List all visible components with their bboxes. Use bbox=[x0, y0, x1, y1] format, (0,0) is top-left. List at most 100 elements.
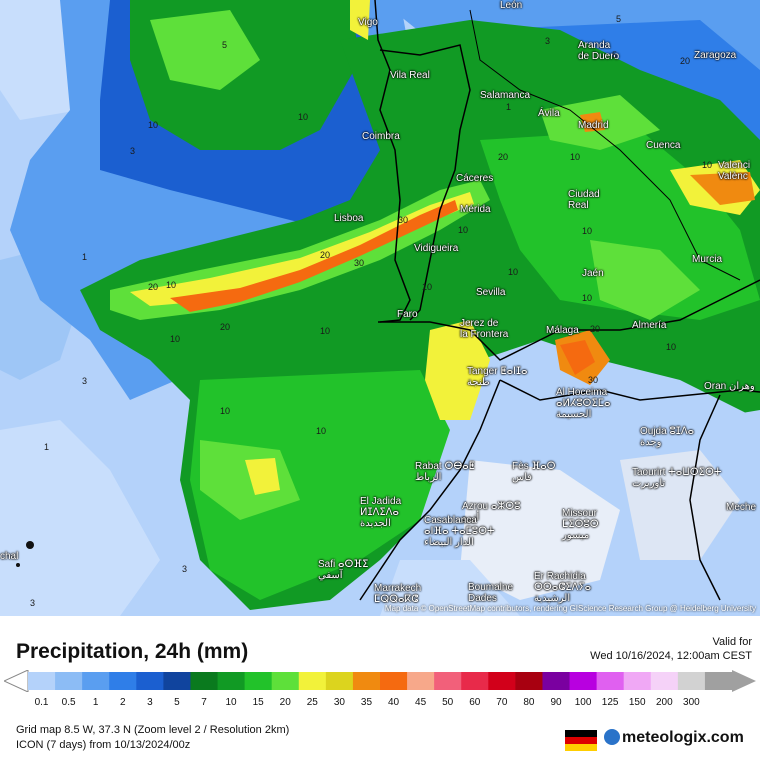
map-attribution: Map data © OpenStreetMap contributors, r… bbox=[384, 604, 756, 613]
contour-label: 20 bbox=[590, 324, 601, 334]
contour-label: 10 bbox=[422, 282, 433, 292]
scale-tick-label: 35 bbox=[360, 697, 373, 708]
grid-info: Grid map 8.5 W, 37.3 N (Zoom level 2 / R… bbox=[16, 724, 290, 736]
scale-swatch bbox=[82, 672, 110, 690]
city-fes: Fès ⴼⴰⵙ فاس bbox=[512, 461, 556, 483]
scale-swatch bbox=[677, 672, 706, 690]
city-ciudad-real: Ciudad Real bbox=[568, 189, 600, 211]
city-taourirt: Taourirt ⵜⴰⵡⵔⵉⵔⵜ تاوريرت bbox=[632, 467, 722, 489]
scale-tick-label: 60 bbox=[469, 697, 481, 708]
scale-tick-label: 15 bbox=[252, 697, 264, 708]
city-zaragoza: Zaragoza bbox=[694, 50, 737, 61]
contour-label: 30 bbox=[354, 258, 365, 268]
city-vigo: Vigo bbox=[358, 17, 378, 28]
scale-tick-label: 30 bbox=[333, 697, 345, 708]
city-vila-real: Vila Real bbox=[390, 70, 430, 81]
contour-label: 20 bbox=[498, 152, 509, 162]
color-scale-ticks: 0.1 0.5 1 2 3 5 7 10 15 20 25 30 35 40 45 50 60 70 80 90 100… bbox=[0, 697, 760, 711]
scale-swatch bbox=[569, 672, 598, 690]
contour-label: 30 bbox=[588, 375, 599, 385]
city-marrakech: Marrakech ⵎⵕⵕⴰⴽⵛ bbox=[374, 583, 422, 605]
contour-label: 10 bbox=[570, 152, 581, 162]
scale-tick-label: 90 bbox=[550, 697, 562, 708]
scale-swatch bbox=[28, 672, 56, 690]
city-chal: chal bbox=[0, 551, 19, 562]
scale-swatch bbox=[704, 672, 733, 690]
city-vidigueira: Vidigueira bbox=[414, 243, 459, 254]
scale-arrow-left bbox=[4, 670, 29, 692]
scale-swatch bbox=[515, 672, 543, 690]
model-info: ICON (7 days) from 10/13/2024/00z bbox=[16, 739, 191, 751]
contour-label: 10 bbox=[320, 326, 331, 336]
city-murcia: Murcia bbox=[692, 254, 723, 265]
contour-label: 1 bbox=[506, 102, 512, 112]
city-madrid: Madrid bbox=[578, 120, 609, 131]
scale-tick-label: 150 bbox=[628, 697, 646, 708]
scale-tick-label: 80 bbox=[523, 697, 535, 708]
city-meche: Meche bbox=[726, 502, 757, 513]
contour-label: 10 bbox=[582, 293, 593, 303]
city-valencia: Valenci Valènc bbox=[718, 160, 751, 182]
city-malaga: Málaga bbox=[546, 325, 579, 336]
city-lisboa: Lisboa bbox=[334, 213, 364, 224]
scale-swatch bbox=[434, 672, 462, 690]
contour-label: 3 bbox=[545, 36, 551, 46]
legend-title: Precipitation, 24h (mm) bbox=[16, 640, 249, 663]
scale-tick-label: 2 bbox=[119, 697, 126, 708]
city-caceres: Cáceres bbox=[456, 173, 494, 184]
city-sevilla: Sevilla bbox=[476, 287, 506, 298]
contour-label: 5 bbox=[222, 40, 228, 50]
scale-swatch bbox=[109, 672, 137, 690]
city-salamanca: Salamanca bbox=[480, 90, 531, 101]
scale-swatch bbox=[298, 672, 327, 690]
city-al-hoceima: Al Hoceima ⴰⵍⵃⵓⵙⵉⵎⴰ الحسيمة bbox=[556, 387, 611, 420]
scale-swatch bbox=[461, 672, 489, 690]
scale-swatch bbox=[488, 672, 516, 690]
contour-label: 10 bbox=[170, 334, 181, 344]
contour-label: 20 bbox=[680, 56, 691, 66]
map-field bbox=[0, 0, 760, 616]
city-el-jadida: El Jadida ⵍⵊⴷⵉⴷⴰ الجديدة bbox=[360, 496, 402, 529]
scale-swatch bbox=[163, 672, 191, 690]
contour-label: 10 bbox=[316, 426, 327, 436]
scale-tick-label: 300 bbox=[683, 697, 700, 708]
scale-tick-label: 45 bbox=[415, 697, 427, 708]
contour-label: 3 bbox=[182, 564, 188, 574]
scale-swatch bbox=[650, 672, 679, 690]
brand-name: meteologix.com bbox=[622, 729, 744, 746]
scale-swatch bbox=[596, 672, 625, 690]
contour-label: 20 bbox=[148, 282, 159, 292]
scale-tick-label: 100 bbox=[574, 697, 592, 708]
contour-label: 10 bbox=[458, 225, 469, 235]
scale-swatch bbox=[380, 672, 408, 690]
scale-swatch bbox=[244, 672, 273, 690]
contour-label: 5 bbox=[612, 50, 618, 60]
city-jerez: Jerez de la Frontera bbox=[460, 318, 509, 340]
scale-swatch bbox=[325, 672, 354, 690]
scale-tick-label: 7 bbox=[201, 697, 207, 708]
contour-label: 3 bbox=[130, 146, 136, 156]
contour-label: 10 bbox=[166, 280, 177, 290]
precipitation-map[interactable]: León Vigo Aranda de Duero Zaragoza Vila … bbox=[0, 0, 760, 616]
contour-label: 10 bbox=[666, 342, 677, 352]
contour-label: 10 bbox=[702, 160, 713, 170]
scale-tick-label: 5 bbox=[174, 697, 180, 708]
city-rabat: Rabat ⵔⴱⴰⵟ الرباط bbox=[415, 461, 475, 483]
scale-tick-label: 25 bbox=[306, 697, 318, 708]
contour-label: 5 bbox=[616, 14, 622, 24]
contour-label: 20 bbox=[320, 250, 331, 260]
scale-tick-label: 0.5 bbox=[61, 697, 76, 708]
city-merida: Mérida bbox=[460, 204, 491, 215]
scale-swatch bbox=[542, 672, 571, 690]
contour-label: 3 bbox=[82, 376, 88, 386]
scale-tick-label: 200 bbox=[655, 697, 673, 708]
brand-logo[interactable]: meteologix.com bbox=[604, 729, 744, 747]
valid-date: Wed 10/16/2024, 12:00am CEST bbox=[590, 650, 752, 662]
city-avila: Ávila bbox=[538, 108, 560, 119]
contour-label: 10 bbox=[220, 406, 231, 416]
meteologix-logo-icon bbox=[604, 729, 620, 745]
city-oujda: Oujda ⵓⵊⴷⴰ وجدة bbox=[640, 426, 695, 448]
scale-swatch bbox=[217, 672, 246, 690]
city-casablanca: Casablanca ⴰⵏⴼⴰ ⵜⴰⵎⵓⵔⵜ الدار البيضاء bbox=[424, 515, 495, 548]
contour-label: 3 bbox=[30, 598, 36, 608]
